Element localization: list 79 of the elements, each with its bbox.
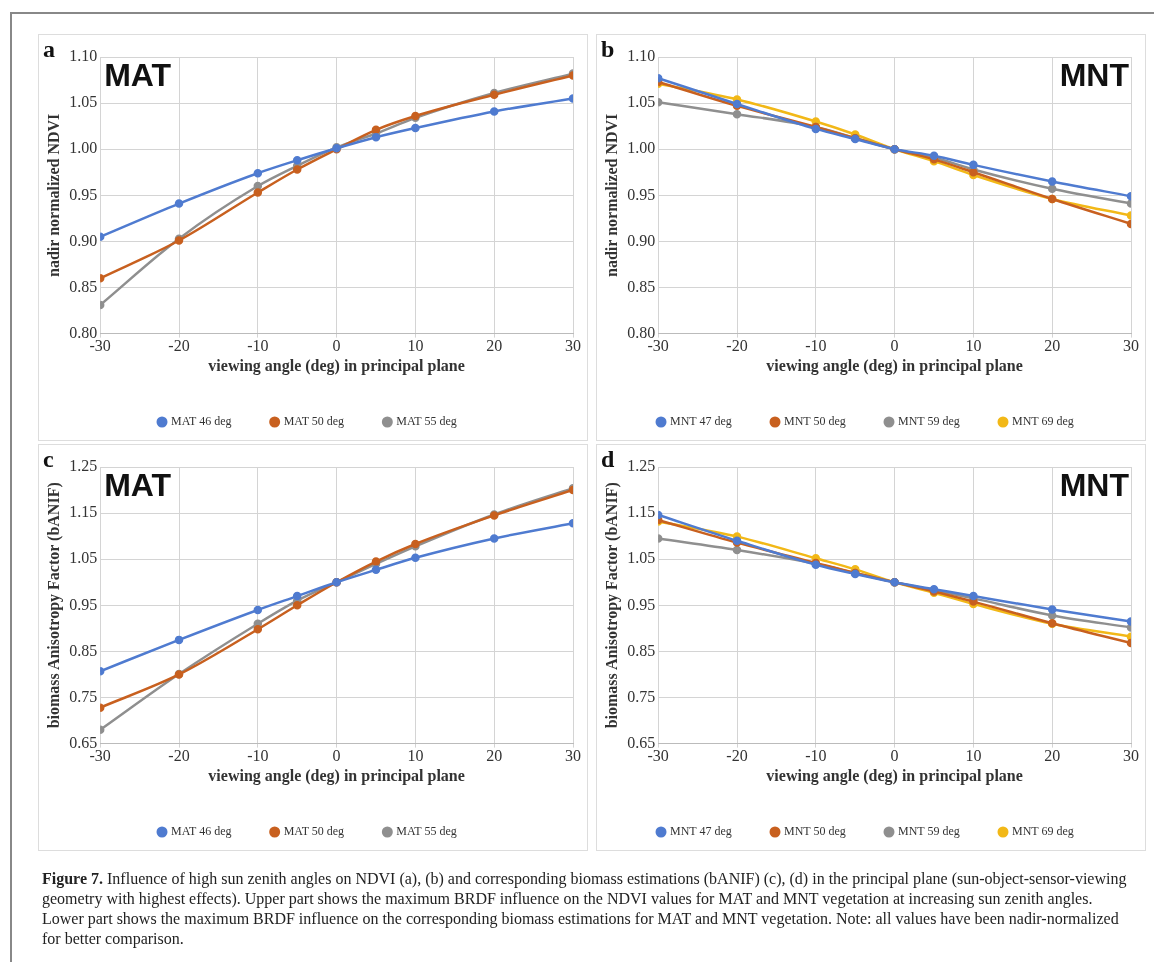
- x-axis-title: viewing angle (deg) in principal plane: [208, 766, 465, 785]
- x-tick-label: 20: [1044, 747, 1061, 765]
- legend-label: MAT 46 deg: [171, 414, 232, 429]
- text: a: [43, 36, 55, 63]
- legend-label: MNT 69 deg: [1011, 414, 1074, 429]
- x-axis-title: viewing angle (deg) in principal plane: [766, 766, 1023, 785]
- y-tick-label: 1.05: [627, 549, 656, 567]
- y-tick-label: 0.95: [69, 185, 98, 203]
- text: d: [601, 446, 615, 473]
- y-tick-label: 1.15: [627, 503, 656, 521]
- x-axis-title: viewing angle (deg) in principal plane: [766, 356, 1023, 375]
- y-tick-label: 1.10: [627, 47, 656, 65]
- text: Figure 7. Influence of high sun zenith angles on NDVI (a), (b) and corresponding biomass estimations (bANIF) (c), (d) in the principal plane (sun-object-sensor-viewing geometry with highest effects). Upper part shows the maximum BRDF influence on the NDVI values for MAT and MNT vegetation at increasing sun zenith angles. Lower part shows the maximum BRDF influence on the corresponding biomass estimations for MAT and MNT vegetation. Note: all values have been nadir-normalized for better comparison.: [42, 870, 1127, 947]
- annotation: MAT: [104, 56, 172, 93]
- x-tick-label: 30: [1123, 337, 1139, 355]
- text: b: [601, 36, 615, 63]
- legend-label: MAT 55 deg: [396, 414, 457, 429]
- y-tick-label: 1.05: [69, 549, 98, 567]
- annotation: MAT: [104, 466, 172, 503]
- legend-label: MNT 50 deg: [784, 824, 846, 839]
- y-tick-label: 0.95: [627, 595, 656, 613]
- y-tick-label: 1.10: [69, 47, 98, 65]
- y-tick-label: 1.25: [69, 457, 98, 475]
- legend-label: MNT 47 deg: [670, 824, 732, 839]
- y-axis-title: nadir normalized NDVI: [602, 113, 620, 277]
- y-tick-label: 1.00: [69, 139, 98, 157]
- y-axis-title: biomass Anisotropy Factor (bANIF): [44, 482, 63, 729]
- y-tick-label: 0.85: [69, 641, 98, 659]
- y-tick-label: 1.15: [69, 503, 98, 521]
- y-tick-label: 1.05: [627, 93, 656, 111]
- x-tick-label: 20: [486, 747, 503, 765]
- legend-label: MNT 50 deg: [784, 414, 846, 429]
- x-tick-label: -20: [726, 747, 748, 765]
- legend-label: MAT 55 deg: [396, 824, 457, 839]
- legend-label: MNT 69 deg: [1011, 824, 1074, 839]
- x-tick-label: 0: [332, 747, 341, 765]
- x-axis-title: viewing angle (deg) in principal plane: [208, 356, 465, 375]
- y-tick-label: 0.85: [627, 641, 656, 659]
- y-tick-label: 0.90: [627, 231, 656, 249]
- y-tick-label: 0.75: [69, 687, 98, 705]
- annotation: MNT: [1059, 466, 1130, 503]
- x-tick-label: -10: [247, 747, 269, 765]
- x-tick-label: 0: [890, 747, 899, 765]
- y-tick-label: 0.90: [69, 231, 98, 249]
- x-tick-label: 30: [565, 747, 581, 765]
- x-tick-label: 20: [486, 337, 503, 355]
- x-tick-label: 30: [565, 337, 581, 355]
- x-tick-label: 10: [965, 747, 982, 765]
- x-tick-label: -10: [805, 747, 827, 765]
- legend-label: MAT 50 deg: [283, 824, 345, 839]
- legend-label: MAT 46 deg: [171, 824, 232, 839]
- x-tick-label: 10: [407, 337, 424, 355]
- x-tick-label: 20: [1044, 337, 1061, 355]
- y-tick-label: 0.95: [69, 595, 98, 613]
- legend-label: MNT 47 deg: [670, 414, 732, 429]
- x-tick-label: -20: [168, 337, 190, 355]
- x-tick-label: 0: [332, 337, 341, 355]
- legend-label: MNT 59 deg: [898, 414, 960, 429]
- annotation: MNT: [1059, 56, 1130, 93]
- y-tick-label: 0.85: [69, 277, 98, 295]
- y-tick-label: 1.25: [627, 457, 656, 475]
- x-tick-label: -20: [726, 337, 748, 355]
- x-tick-label: 30: [1123, 747, 1139, 765]
- x-tick-label: 10: [965, 337, 982, 355]
- legend-label: MAT 50 deg: [283, 414, 345, 429]
- x-tick-label: -10: [805, 337, 827, 355]
- y-tick-label: 1.05: [69, 93, 98, 111]
- x-tick-label: -20: [168, 747, 190, 765]
- y-tick-label: 1.00: [627, 139, 656, 157]
- y-tick-label: 0.85: [627, 277, 656, 295]
- x-tick-label: 0: [890, 337, 899, 355]
- legend-label: MNT 59 deg: [898, 824, 960, 839]
- y-tick-label: 0.75: [627, 687, 656, 705]
- x-tick-label: -10: [247, 337, 269, 355]
- x-tick-label: 10: [407, 747, 424, 765]
- y-axis-title: biomass Anisotropy Factor (bANIF): [602, 482, 621, 729]
- y-tick-label: 0.95: [627, 185, 656, 203]
- text: c: [43, 446, 54, 473]
- y-axis-title: nadir normalized NDVI: [44, 113, 62, 277]
